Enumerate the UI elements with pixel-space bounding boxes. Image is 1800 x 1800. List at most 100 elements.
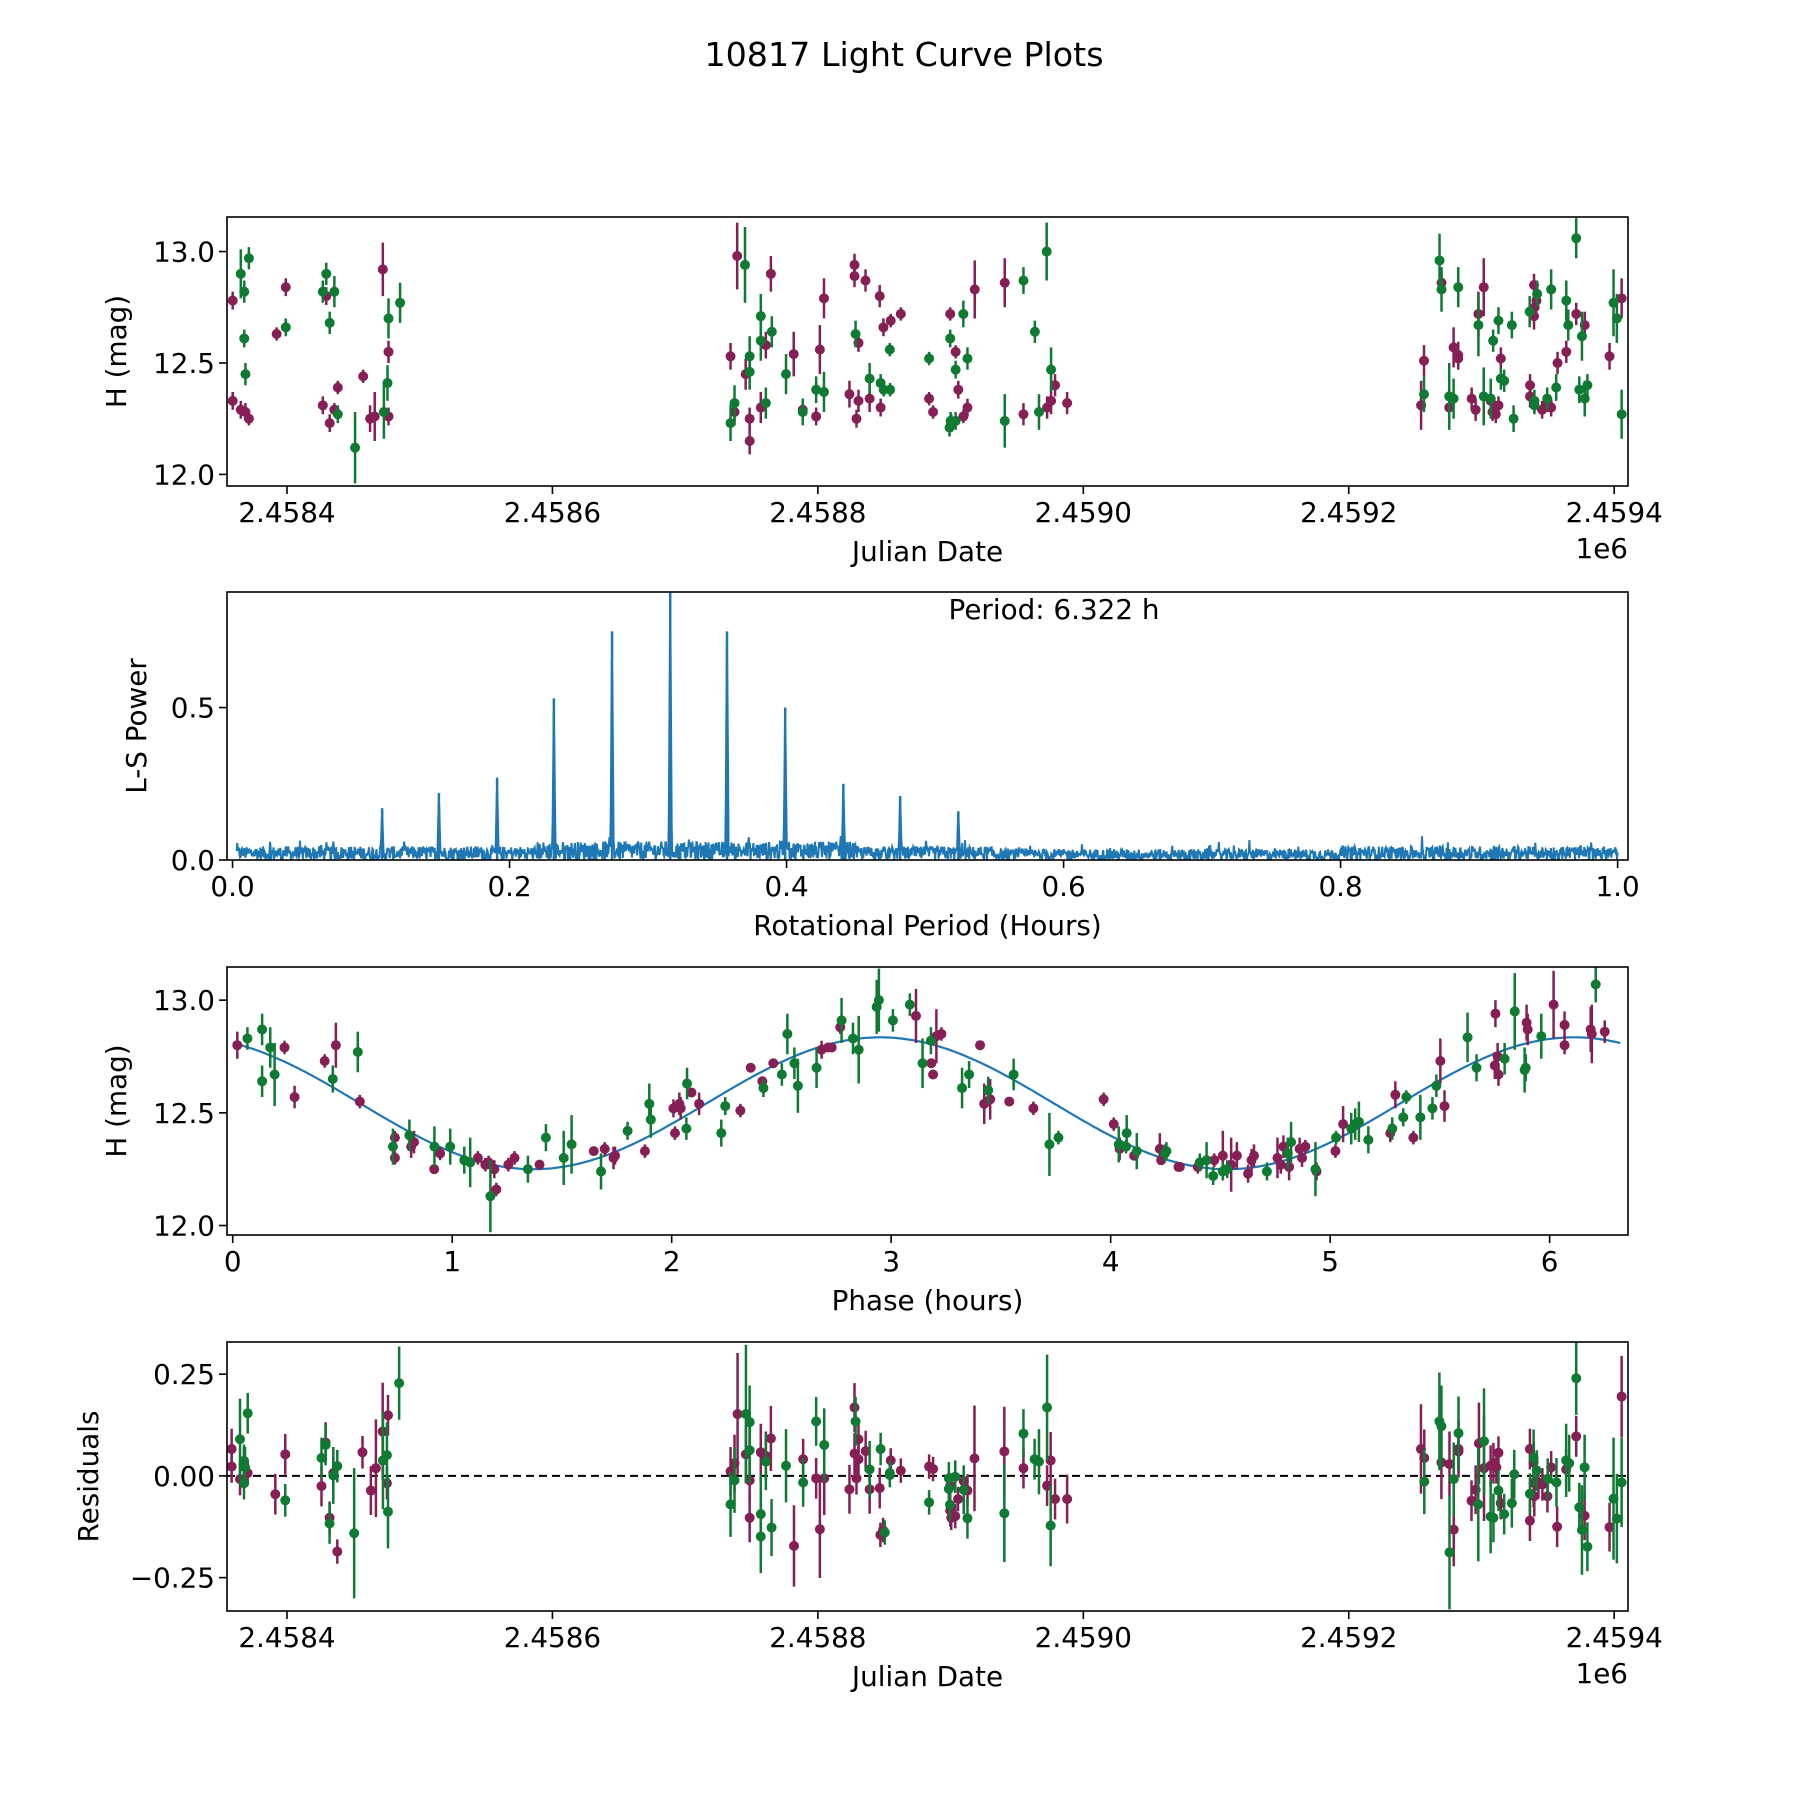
data-point (1033, 394, 1044, 430)
data-marker (1131, 1146, 1142, 1157)
data-marker (1201, 1155, 1212, 1166)
data-point (332, 405, 343, 424)
data-point (1493, 1063, 1504, 1086)
data-point (227, 391, 238, 410)
data-point (269, 1042, 280, 1107)
data-point (895, 307, 906, 321)
data-point (1552, 1506, 1563, 1548)
data-marker (1062, 398, 1073, 409)
data-point (1018, 403, 1029, 426)
data-marker (271, 329, 282, 340)
data-point (853, 1015, 864, 1084)
data-marker (797, 407, 808, 418)
data-marker (1209, 1155, 1220, 1166)
data-marker (788, 349, 799, 360)
data-point (936, 1027, 947, 1041)
data-point (1427, 1097, 1438, 1120)
data-marker (324, 418, 335, 429)
data-marker (1524, 306, 1535, 317)
data-marker (644, 1098, 655, 1109)
x-tick-label: 2.4588 (769, 496, 866, 529)
data-point (1310, 1142, 1321, 1197)
data-marker (885, 1455, 896, 1466)
data-point (958, 409, 969, 424)
x-tick-label: 2.4590 (1035, 1621, 1132, 1654)
data-marker (924, 1497, 935, 1508)
data-marker (1018, 409, 1029, 420)
data-marker (745, 1062, 756, 1073)
data-point (1485, 378, 1496, 419)
x-tick-label: 1.0 (1596, 870, 1640, 903)
data-point (1509, 973, 1520, 1050)
data-marker (1532, 288, 1543, 299)
data-marker (534, 1159, 545, 1170)
data-point (895, 1458, 906, 1483)
data-point (776, 1063, 787, 1086)
data-marker (503, 1159, 514, 1170)
data-point (227, 291, 238, 310)
data-marker (1508, 413, 1519, 424)
data-point (509, 1151, 520, 1165)
data-marker (847, 1033, 858, 1044)
x-tick-label: 0.4 (764, 870, 808, 903)
data-point (639, 1144, 650, 1158)
data-marker (370, 1463, 381, 1474)
data-point (395, 282, 406, 323)
data-marker (1387, 1123, 1398, 1134)
data-marker (1485, 393, 1496, 404)
data-marker (1576, 331, 1587, 342)
data-marker (227, 295, 238, 306)
data-marker (928, 1069, 939, 1080)
data-marker (735, 1105, 746, 1116)
data-point (243, 247, 254, 270)
data-marker (472, 1152, 483, 1163)
data-point (1448, 1442, 1459, 1516)
data-marker (232, 1040, 243, 1051)
data-point (844, 1464, 855, 1514)
data-marker (781, 1460, 792, 1471)
data-point (404, 1119, 415, 1152)
data-marker (1551, 382, 1562, 393)
phase-folded-panel: 0 1 2 3 4 5 6 12.0 12.5 13.0 Phase (hours) H (mag) (100, 966, 1629, 1317)
data-point (874, 1467, 885, 1509)
data-point (1471, 1054, 1482, 1082)
data-marker (465, 1157, 476, 1168)
x-axis-label: Rotational Period (Hours) (753, 909, 1101, 942)
data-point (289, 1085, 300, 1109)
data-point (1453, 1396, 1464, 1470)
data-point (1029, 320, 1040, 343)
data-marker (1275, 1159, 1286, 1170)
data-marker (639, 1146, 650, 1157)
data-marker (1561, 295, 1572, 306)
data-marker (853, 1044, 864, 1055)
data-point (1579, 1434, 1590, 1500)
data-point (429, 1126, 440, 1167)
series-2 (235, 1342, 1627, 1610)
x-axis-label: Julian Date (850, 1660, 1003, 1693)
data-point (873, 968, 884, 1032)
data-point (694, 1092, 705, 1116)
data-point (1551, 1457, 1562, 1507)
data-marker (1524, 1488, 1535, 1499)
data-point (732, 1352, 743, 1476)
data-marker (798, 1477, 809, 1488)
data-marker (332, 409, 343, 420)
data-marker (1331, 1132, 1342, 1143)
data-point (999, 258, 1010, 308)
data-marker (819, 1439, 830, 1450)
data-marker (324, 317, 335, 328)
data-point (1448, 378, 1459, 419)
periodogram-line (235, 629, 1619, 860)
data-marker (1563, 320, 1574, 331)
data-marker (1582, 380, 1593, 391)
data-point (1571, 302, 1582, 326)
data-marker (489, 1164, 500, 1175)
data-marker (235, 268, 246, 279)
data-marker (985, 1094, 996, 1105)
data-marker (1616, 293, 1627, 304)
data-marker (1436, 284, 1447, 295)
data-marker (1050, 1494, 1061, 1505)
data-point (503, 1157, 514, 1172)
data-marker (1310, 1164, 1321, 1175)
data-marker (1286, 1137, 1297, 1148)
